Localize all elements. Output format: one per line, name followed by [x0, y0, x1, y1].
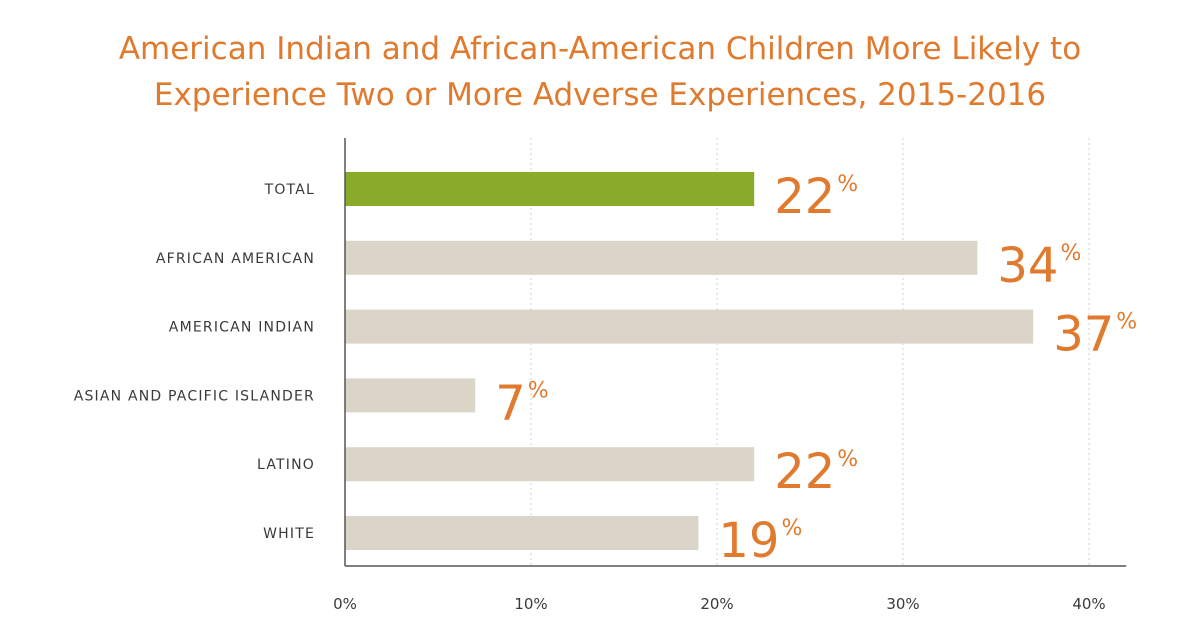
category-label: AFRICAN AMERICAN	[156, 251, 315, 267]
value-number: 37	[1053, 307, 1114, 363]
category-label: LATINO	[257, 457, 315, 473]
bar	[345, 516, 699, 550]
category-label: AMERICAN INDIAN	[169, 320, 315, 336]
value-label: 22%	[774, 169, 858, 225]
value-label: 7%	[495, 375, 548, 431]
bar	[345, 172, 755, 206]
value-percent-sign: %	[781, 516, 802, 541]
value-label: 37%	[1053, 307, 1137, 363]
bar	[345, 447, 755, 482]
chart-title: American Indian and African-American Chi…	[0, 26, 1200, 118]
value-number: 34	[997, 238, 1058, 294]
grid-lines	[530, 138, 1090, 566]
value-number: 22	[774, 444, 835, 500]
value-number: 7	[495, 375, 526, 431]
bar	[345, 240, 978, 275]
bar	[345, 309, 1034, 344]
value-percent-sign: %	[837, 447, 858, 472]
value-percent-sign: %	[528, 378, 549, 403]
category-label: ASIAN AND PACIFIC ISLANDER	[74, 388, 315, 404]
chart-title-line-1: American Indian and African-American Chi…	[118, 31, 1082, 67]
x-tick-label: 0%	[333, 595, 357, 613]
x-tick-label: 10%	[514, 595, 547, 613]
category-label: WHITE	[263, 526, 315, 542]
labels: 0% 10% 20% 30% 40% TOTAL 22% AFRICAN AMERICAN 34…	[74, 169, 1137, 613]
x-tick-label: 30%	[886, 595, 919, 613]
value-number: 19	[718, 513, 779, 569]
bars	[345, 172, 1034, 550]
bar	[345, 378, 476, 413]
value-percent-sign: %	[1116, 310, 1137, 335]
x-tick-label: 20%	[700, 595, 733, 613]
value-label: 34%	[997, 238, 1081, 294]
axes	[344, 138, 1127, 567]
value-percent-sign: %	[1060, 241, 1081, 266]
value-number: 22	[774, 169, 835, 225]
category-label: TOTAL	[264, 182, 315, 198]
chart-title-line-2: Experience Two or More Adverse Experienc…	[153, 77, 1047, 113]
value-label: 19%	[718, 513, 802, 569]
value-percent-sign: %	[837, 172, 858, 197]
value-label: 22%	[774, 444, 858, 500]
x-tick-label: 40%	[1072, 595, 1105, 613]
